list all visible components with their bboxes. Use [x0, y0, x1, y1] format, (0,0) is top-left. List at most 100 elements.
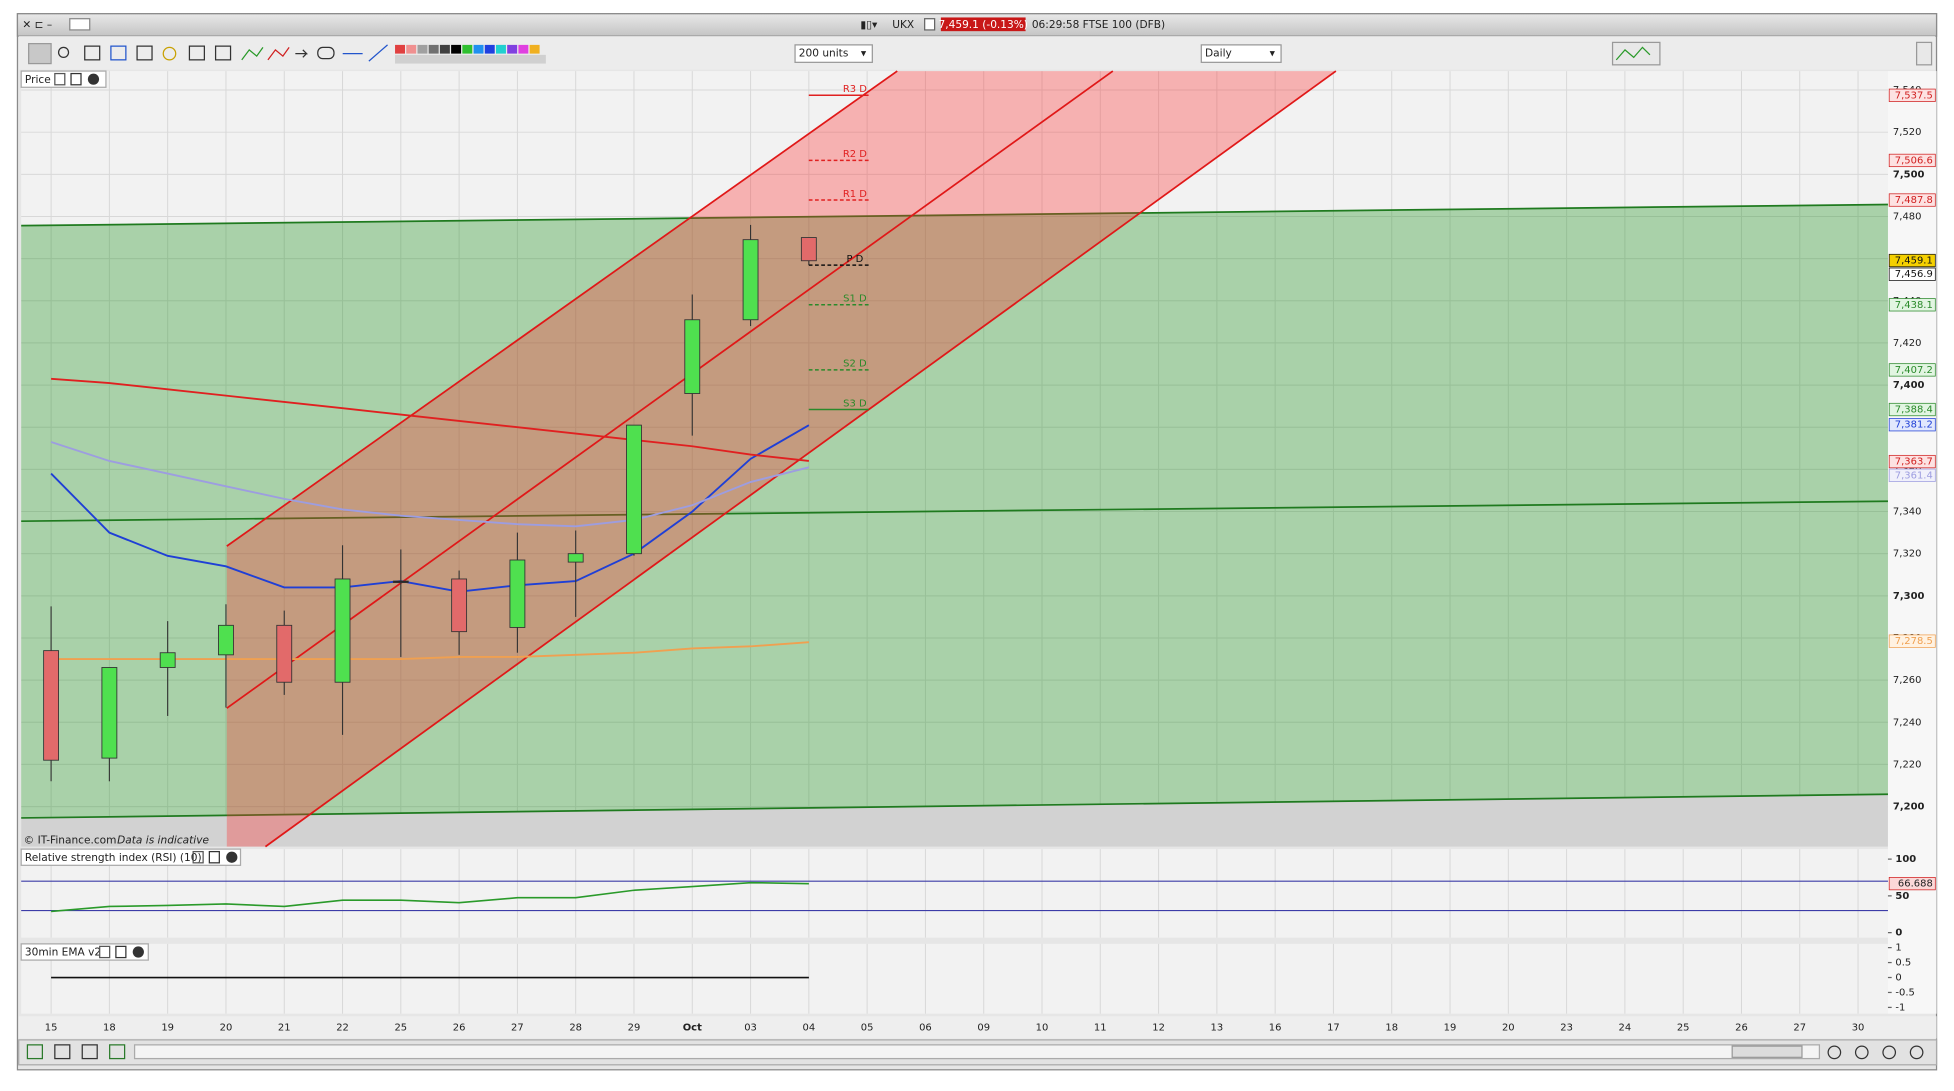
value-tag-label: 66.688	[1898, 879, 1933, 890]
swatch[interactable]	[439, 44, 450, 54]
price-tag	[1888, 253, 1936, 268]
interval: Daily	[1205, 48, 1232, 60]
lower-zone	[21, 794, 1888, 847]
y-tick-label: -0.5	[1895, 987, 1914, 998]
x-tick-label: 13	[1211, 1022, 1224, 1033]
swatch[interactable]	[529, 44, 540, 54]
swatch[interactable]	[417, 44, 428, 54]
price-tag	[1888, 153, 1936, 168]
maximize-button[interactable]	[115, 945, 127, 959]
maximize-button[interactable]	[70, 72, 82, 86]
close-button[interactable]	[132, 946, 144, 958]
window-controls[interactable]: ✕ ⊏ –	[22, 19, 52, 31]
y-tick-label: 7,300	[1893, 591, 1925, 602]
zoom-fit-button[interactable]	[1854, 1045, 1869, 1060]
arrow-tool[interactable]	[295, 49, 309, 58]
y-tick-label: 7,420	[1893, 338, 1922, 349]
price-tag-label: 7,487.8	[1895, 195, 1933, 206]
price-tag-label: 7,407.2	[1895, 365, 1933, 376]
x-tick-label: 29	[628, 1022, 641, 1033]
select-arrow: ▾	[861, 48, 867, 60]
units: 200 units	[799, 48, 849, 60]
y-tick-label: 7,400	[1893, 380, 1925, 391]
settings-button[interactable]	[54, 72, 66, 86]
units-select[interactable]	[794, 44, 873, 63]
window-button[interactable]	[69, 18, 91, 31]
scrollbar[interactable]	[133, 1044, 1821, 1060]
shape-tool[interactable]	[317, 46, 335, 60]
pointer-tool[interactable]	[28, 43, 52, 65]
swatch[interactable]	[484, 44, 495, 54]
swatch[interactable]	[451, 44, 462, 54]
x-tick-label: 17	[1327, 1022, 1340, 1033]
line-tool[interactable]	[368, 44, 388, 62]
band-middle	[21, 500, 1888, 523]
bottom-button[interactable]	[81, 1044, 98, 1060]
bottom-button[interactable]	[1827, 1045, 1842, 1060]
x-tick-label: 28	[569, 1022, 582, 1033]
price-tag	[1888, 468, 1936, 482]
candle-body	[101, 667, 118, 759]
y-tick-label: 100	[1895, 854, 1916, 865]
x-tick-label: 06	[919, 1022, 932, 1033]
x-tick-label: 05	[861, 1022, 874, 1033]
x-tick-label: 21	[278, 1022, 291, 1033]
rsi-pane	[21, 849, 1888, 938]
settings-button[interactable]	[192, 850, 204, 864]
zoom-out-button[interactable]	[1882, 1045, 1897, 1060]
scroll-thumb[interactable]	[1731, 1045, 1803, 1058]
swatch[interactable]	[473, 44, 484, 54]
y-tick-label: 0.5	[1895, 958, 1911, 969]
draw-tool[interactable]	[84, 45, 101, 61]
pane-header	[20, 70, 107, 88]
y-tick-label: 7,260	[1893, 675, 1922, 686]
band-top	[21, 203, 1888, 227]
swatch[interactable]	[406, 44, 417, 54]
settings-button[interactable]	[99, 945, 111, 959]
swatch[interactable]	[428, 44, 439, 54]
channel-tool[interactable]	[267, 47, 290, 61]
zoom-tool[interactable]	[57, 46, 70, 58]
delete-tool[interactable]	[214, 45, 232, 61]
pane-title: 30min EMA v2	[25, 947, 101, 959]
close-button[interactable]	[226, 851, 238, 863]
text-tool[interactable]	[136, 45, 153, 61]
swatch[interactable]	[495, 44, 506, 54]
swatch[interactable]	[395, 44, 406, 54]
x-tick-label: 12	[1152, 1022, 1165, 1033]
swatch[interactable]	[507, 44, 518, 54]
price-tag	[1888, 193, 1936, 207]
x-tick-label: 23	[1560, 1022, 1573, 1033]
close-button[interactable]	[87, 73, 100, 85]
bottom-button[interactable]	[109, 1044, 126, 1060]
y-tick-label: 7,240	[1893, 717, 1922, 728]
swatch-row[interactable]	[395, 54, 546, 64]
x-tick-label: 26	[453, 1022, 466, 1033]
fib-tool[interactable]	[110, 45, 127, 61]
interval-select[interactable]	[1200, 44, 1282, 63]
alert-tool[interactable]	[162, 46, 177, 61]
swatch[interactable]	[462, 44, 473, 54]
function-button[interactable]	[1915, 41, 1933, 66]
swatch[interactable]	[518, 44, 529, 54]
bottom-button[interactable]	[54, 1044, 71, 1060]
price-tag	[1888, 267, 1936, 281]
bottom-button[interactable]	[26, 1044, 43, 1060]
x-tick-label: 10	[1036, 1022, 1049, 1033]
x-tick-label: 30	[1852, 1022, 1865, 1033]
trend-tool[interactable]	[241, 47, 264, 61]
info-button[interactable]	[924, 18, 936, 31]
channel-top	[226, 70, 898, 547]
zoom-in-button[interactable]	[1909, 1045, 1924, 1060]
channel-bottom	[264, 70, 1337, 848]
x-tick-label: 16	[1269, 1022, 1282, 1033]
x-tick-label: 25	[1677, 1022, 1690, 1033]
pane-title: Relative strength index (RSI) (10)	[25, 852, 202, 864]
x-tick-label: 04	[803, 1022, 816, 1033]
price-tag-label: 7,381.2	[1895, 420, 1933, 431]
maximize-button[interactable]	[208, 850, 220, 864]
pivot-label: S1 D	[843, 294, 867, 305]
tool[interactable]	[188, 45, 205, 61]
moving-average	[51, 377, 809, 462]
date-axis	[18, 1016, 1937, 1039]
